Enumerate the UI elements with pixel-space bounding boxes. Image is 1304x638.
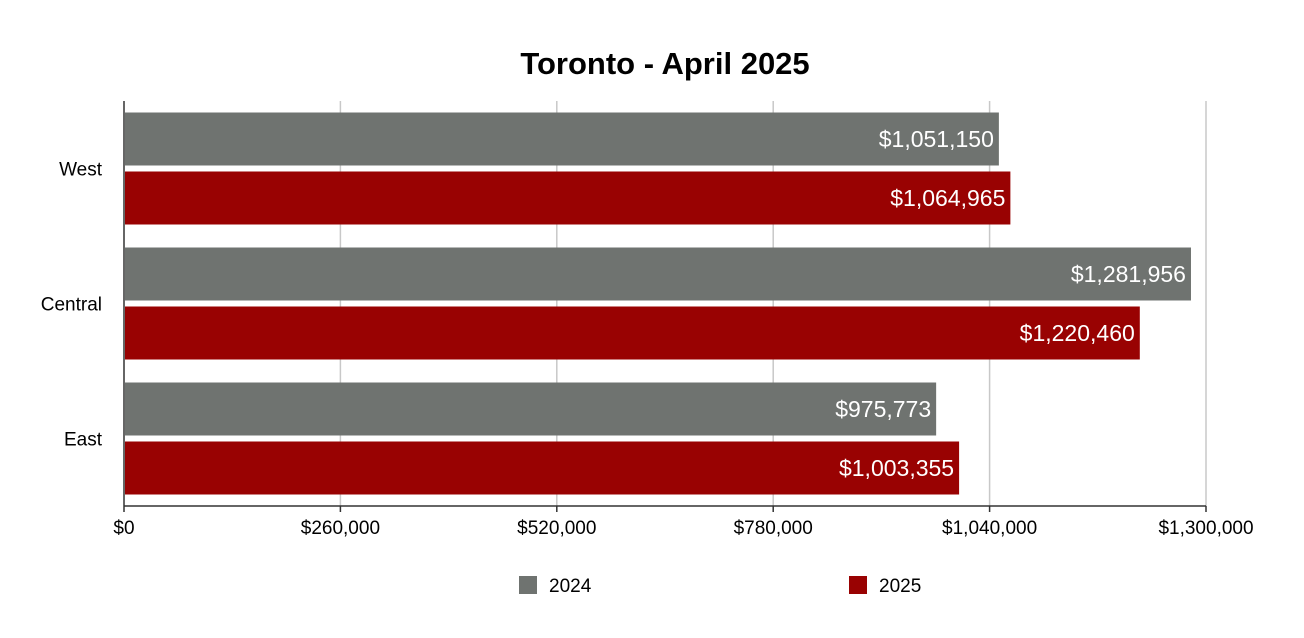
gridlines (339, 101, 1207, 506)
chart-title: Toronto - April 2025 (520, 46, 809, 81)
x-tick-label: $0 (113, 518, 134, 539)
data-label: $1,281,956 (1071, 261, 1186, 287)
category-label: Central (41, 295, 102, 316)
x-tick-label: $1,040,000 (942, 518, 1037, 539)
legend-swatch (849, 576, 867, 594)
bars: $1,051,150 $1,064,965 $1,281,956 $1,220,460… (125, 112, 1191, 495)
data-label: $1,003,355 (839, 455, 954, 481)
axes: $0 $260,000 $520,000 $780,000 $1,040,000 $1,3… (41, 101, 1254, 539)
x-tick-label: $780,000 (734, 518, 813, 539)
bar-2025 (125, 441, 960, 495)
category-label: East (64, 430, 103, 451)
bar-2025 (125, 171, 1011, 225)
bar-2024 (125, 112, 999, 166)
legend-label: 2025 (879, 576, 921, 597)
legend-swatch (519, 576, 537, 594)
x-tick-label: $1,300,000 (1158, 518, 1253, 539)
data-label: $1,064,965 (890, 185, 1005, 211)
legend-label: 2024 (549, 576, 592, 597)
data-label: $1,051,150 (879, 126, 994, 152)
bar-2024 (125, 247, 1191, 301)
x-tick-label: $260,000 (301, 518, 380, 539)
x-tick-label: $520,000 (517, 518, 596, 539)
legend: 2024 2025 (519, 576, 921, 597)
bar-2025 (125, 306, 1140, 360)
data-label: $1,220,460 (1020, 320, 1135, 346)
data-label: $975,773 (835, 396, 931, 422)
category-label: West (59, 160, 103, 181)
bar-2024 (125, 382, 937, 436)
